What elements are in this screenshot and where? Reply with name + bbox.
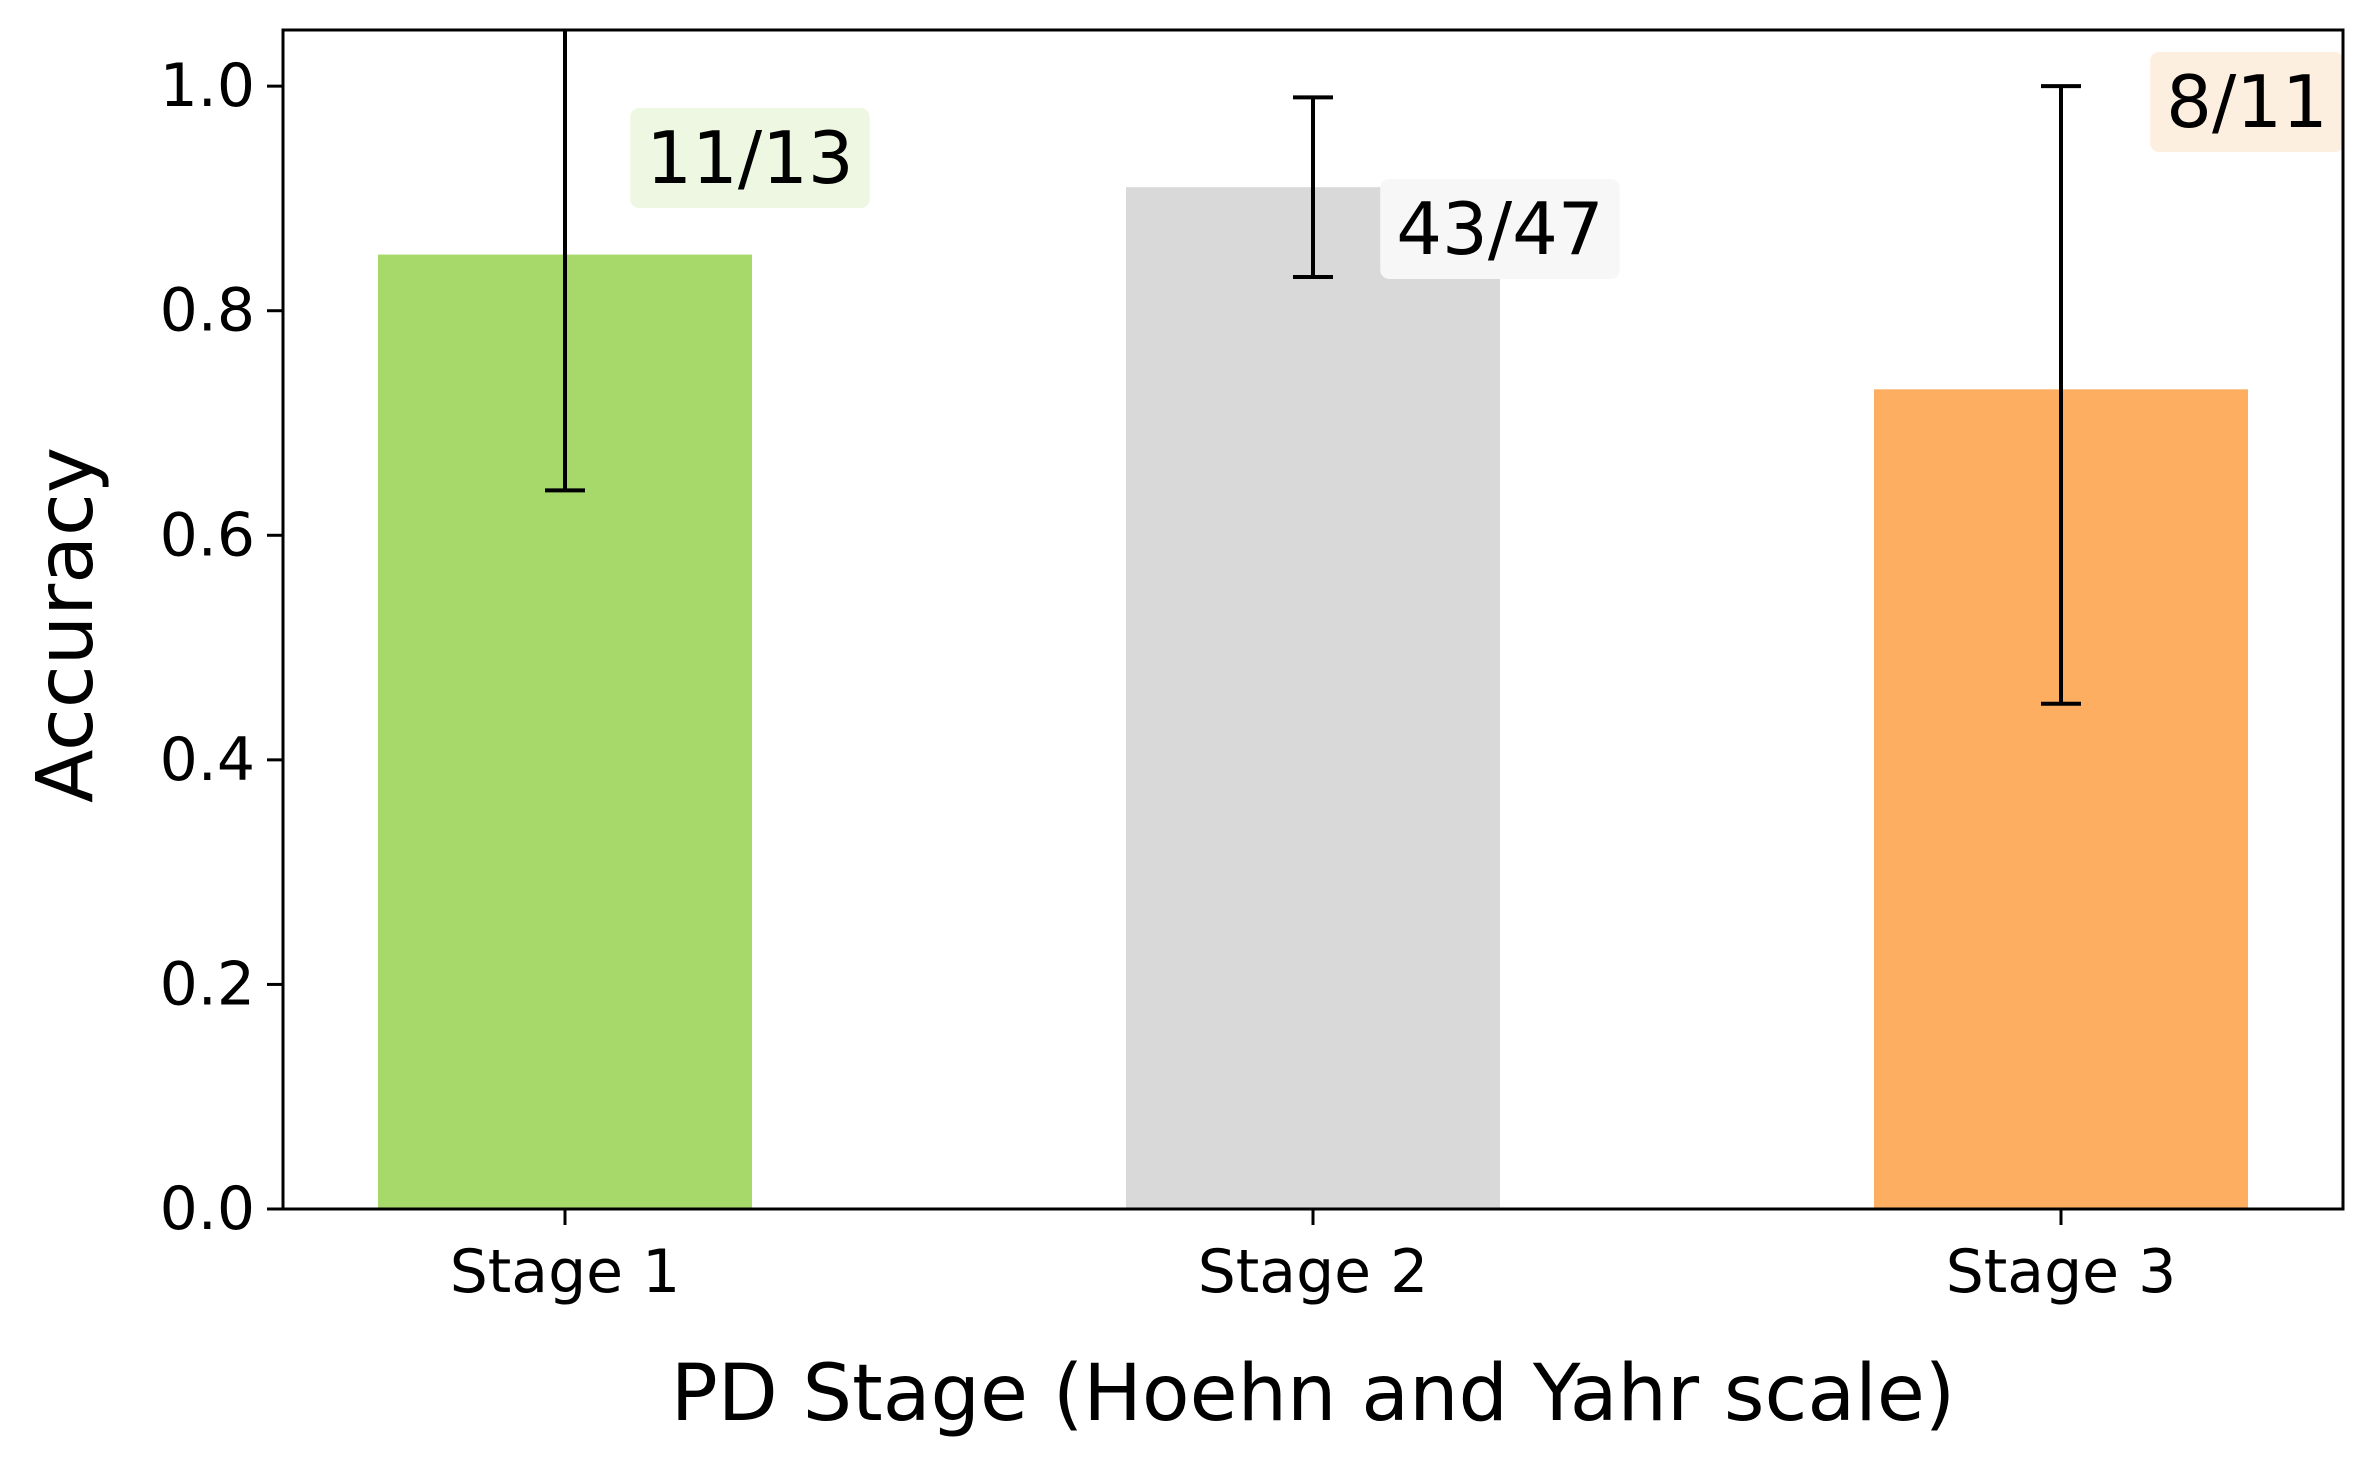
bar-annotation-text: 11/13 [646, 116, 854, 200]
y-tick-label: 0.8 [160, 276, 255, 346]
bar-2 [1126, 187, 1500, 1209]
bar-annotation-bg [2150, 52, 2344, 152]
x-tick-label: Stage 2 [1198, 1237, 1429, 1307]
bar-annotation-bg [1380, 179, 1620, 279]
y-tick-label: 0.2 [160, 949, 255, 1019]
bars-layer [378, 187, 2248, 1210]
bar-annotation-3: 8/11 [2150, 52, 2344, 152]
axes-layer: 0.0 0.2 0.4 0.6 0.8 1.0 Stage 1 Stage 2 Stage 3 [160, 28, 2345, 1307]
y-tick-label: 1.0 [160, 51, 255, 121]
bar-annotation-bg [630, 108, 870, 208]
y-tick-label: 0.0 [160, 1174, 255, 1244]
x-tick-label: Stage 3 [1946, 1237, 2177, 1307]
bar-annotation-2: 43/47 [1380, 179, 1620, 279]
x-axis-title: PD Stage (Hoehn and Yahr scale) [671, 1349, 1956, 1439]
error-bars-layer [545, 30, 2081, 706]
x-tick-label: Stage 1 [450, 1237, 681, 1307]
bar-annotation-text: 8/11 [2166, 60, 2328, 144]
bar-annotation-text: 43/47 [1396, 187, 1604, 271]
bar-annotation-1: 11/13 [630, 108, 870, 208]
annotation-layer: 11/13 43/47 8/11 [630, 52, 2344, 279]
y-tick-label: 0.4 [160, 725, 255, 795]
y-tick-label: 0.6 [160, 500, 255, 570]
y-axis-title: Accuracy [21, 447, 111, 803]
